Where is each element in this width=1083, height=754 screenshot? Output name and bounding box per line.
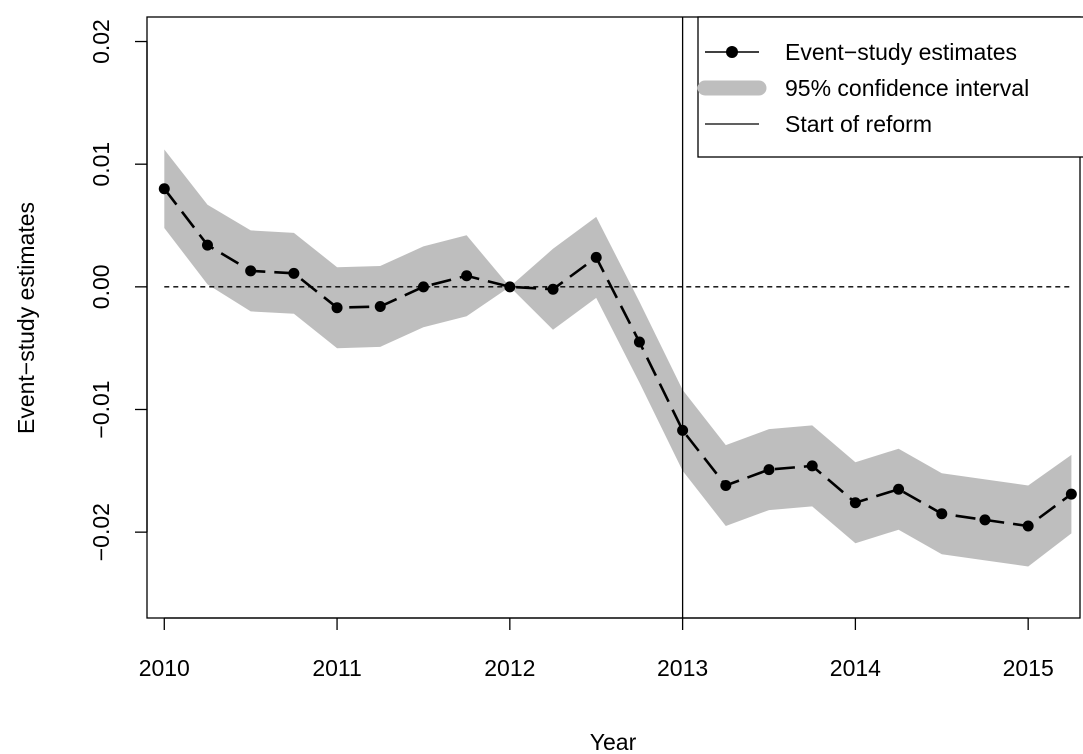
estimates-line (163, 187, 1073, 528)
legend-item-estimates: Event−study estimates (705, 39, 1017, 65)
estimate-point (1022, 520, 1034, 532)
estimate-point (158, 183, 170, 195)
x-tick-label: 2011 (312, 655, 361, 681)
legend-point-marker (726, 46, 738, 58)
y-tick-label: −0.01 (88, 380, 114, 438)
x-tick-label: 2012 (484, 655, 535, 681)
x-axis-title: Year (590, 729, 637, 754)
estimate-point (936, 508, 948, 520)
legend-label-reform-start: Start of reform (785, 111, 932, 137)
estimate-point (677, 424, 689, 436)
estimate-point (417, 281, 429, 293)
x-tick-label: 2013 (657, 655, 708, 681)
estimate-point (201, 239, 213, 251)
confidence-interval-band (164, 149, 1072, 567)
y-axis-title: Event−study estimates (13, 202, 39, 434)
x-tick-label: 2015 (1003, 655, 1054, 681)
legend-item-reform-start: Start of reform (705, 111, 932, 137)
estimate-point (374, 300, 386, 312)
y-tick-label: 0.00 (88, 264, 114, 309)
estimate-point (893, 483, 905, 495)
x-axis: 2010 2011 2012 2013 2014 2015 (139, 617, 1054, 681)
x-tick-label: 2014 (830, 655, 881, 681)
estimate-point (245, 265, 257, 277)
legend-label-confidence-interval: 95% confidence interval (785, 75, 1029, 101)
estimates-series (158, 183, 1077, 532)
legend-label-estimates: Event−study estimates (785, 39, 1017, 65)
estimate-point (763, 464, 775, 476)
estimate-point (720, 480, 732, 492)
legend-item-confidence-interval: 95% confidence interval (697, 75, 1029, 101)
y-tick-label: 0.01 (88, 142, 114, 187)
y-tick-label: −0.02 (88, 503, 114, 561)
y-axis: −0.02 −0.01 0.00 0.01 0.02 (88, 19, 148, 561)
estimate-point (288, 267, 300, 279)
estimate-point (461, 270, 473, 282)
estimate-point (504, 281, 516, 293)
estimate-point (547, 283, 559, 295)
y-tick-label: 0.02 (88, 19, 114, 64)
legend: Event−study estimates 95% confidence int… (697, 16, 1083, 158)
ci-band-area (164, 149, 1072, 567)
estimate-point (633, 336, 645, 348)
estimate-point (806, 460, 818, 472)
estimate-point (979, 514, 991, 526)
estimate-point (1065, 488, 1077, 500)
estimate-point (849, 497, 861, 509)
estimate-point (590, 251, 602, 263)
estimate-point (331, 302, 343, 314)
x-tick-label: 2010 (139, 655, 190, 681)
